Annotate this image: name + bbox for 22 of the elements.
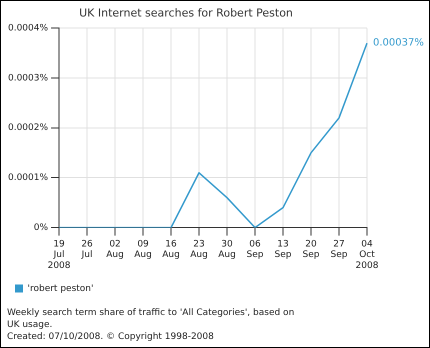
text: Created: 07/10/2008. © Copyright 1998-2008 [7,331,215,343]
x-tick-label: 19 Jul 2008 [48,239,71,271]
x-tick-label: 16 Aug [162,239,180,260]
y-tick-label: 0% [34,222,48,233]
x-tick-label: 09 Aug [134,239,152,260]
y-tick-label: 0.0001% [8,173,48,184]
chart-title: UK Internet searches for Robert Peston [79,6,293,20]
text: Weekly search term share of traffic to 'All Categories', based on UK usage. [7,307,296,331]
annotation: 0.00037% [373,38,424,49]
x-tick-label: 20 Sep [302,239,320,260]
x-tick-label: 30 Aug [218,239,236,260]
legend-label: 'robert peston' [28,284,94,294]
y-tick-label: 0.0003% [8,73,48,84]
x-tick-label: 26 Jul [80,239,94,260]
x-tick-label: 23 Aug [190,239,208,260]
x-tick-label: 02 Aug [106,239,124,260]
y-tick-label: 0.0002% [8,123,48,134]
x-tick-label: 06 Sep [246,239,264,260]
x-tick-label: 04 Oct 2008 [356,239,379,271]
x-tick-label: 13 Sep [274,239,292,260]
y-tick-label: 0.0004% [8,24,48,34]
x-tick-label: 27 Sep [330,239,348,260]
